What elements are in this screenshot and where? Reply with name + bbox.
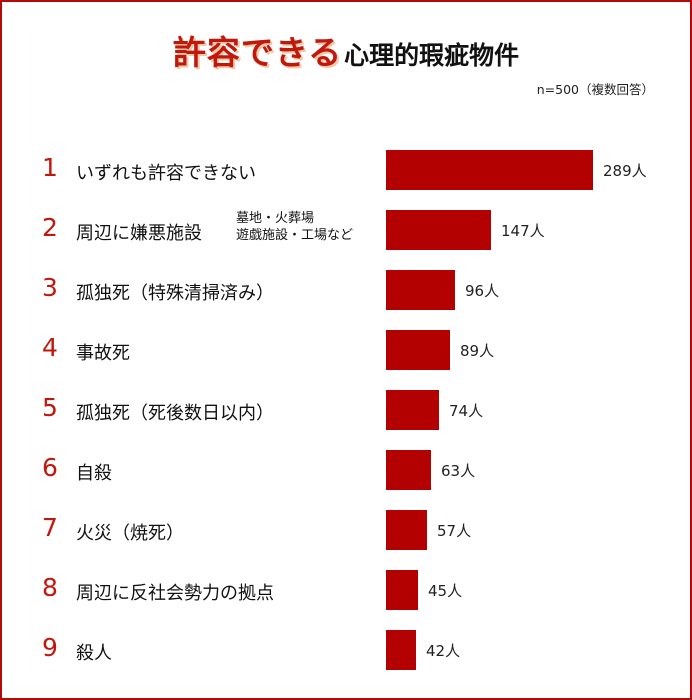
bar-row: 9 殺人 42人 (2, 630, 690, 670)
category-label: 火災（焼死） (76, 523, 184, 544)
bar-row: 2 周辺に嫌悪施設 墓地・火葬場遊戯施設・工場など 147人 (2, 210, 690, 250)
bar-row: 3 孤独死（特殊清掃済み） 96人 (2, 270, 690, 310)
bar-row: 5 孤独死（死後数日以内） 74人 (2, 390, 690, 430)
rank-number: 3 (42, 273, 58, 302)
value-label: 42人 (426, 642, 461, 660)
category-label: 周辺に嫌悪施設 (76, 223, 202, 244)
rank-number: 7 (42, 513, 58, 542)
value-label: 45人 (428, 582, 463, 600)
category-label: 孤独死（特殊清掃済み） (76, 283, 274, 304)
bar-row: 6 自殺 63人 (2, 450, 690, 490)
bar (386, 630, 416, 670)
value-label: 57人 (437, 522, 472, 540)
category-sublabel: 墓地・火葬場遊戯施設・工場など (236, 210, 353, 244)
bar (386, 450, 431, 490)
value-label: 89人 (460, 342, 495, 360)
rank-number: 1 (42, 153, 58, 182)
category-label: 孤独死（死後数日以内） (76, 403, 274, 424)
rank-number: 9 (42, 633, 58, 662)
value-label: 147人 (501, 222, 545, 240)
bar (386, 570, 418, 610)
bar (386, 390, 439, 430)
rank-number: 2 (42, 213, 58, 242)
rank-number: 4 (42, 333, 58, 362)
category-label: いずれも許容できない (76, 163, 256, 184)
title-highlight: 許容できる (172, 33, 343, 72)
bar-row: 1 いずれも許容できない 289人 (2, 150, 690, 190)
category-label: 自殺 (76, 463, 112, 484)
value-label: 96人 (465, 282, 500, 300)
bar (386, 210, 491, 250)
category-label: 殺人 (76, 643, 112, 664)
value-label: 74人 (449, 402, 484, 420)
value-label: 289人 (603, 162, 647, 180)
bar (386, 330, 450, 370)
chart-title: 許容できる心理的瑕疵物件 (2, 26, 690, 74)
rank-number: 8 (42, 573, 58, 602)
sublabel-line: 墓地・火葬場 (236, 211, 315, 226)
bar-row: 8 周辺に反社会勢力の拠点 45人 (2, 570, 690, 610)
title-rest: 心理的瑕疵物件 (344, 41, 520, 70)
rank-number: 5 (42, 393, 58, 422)
bar (386, 150, 593, 190)
category-label: 周辺に反社会勢力の拠点 (76, 583, 274, 604)
sample-size-note: n=500（複数回答） (536, 82, 654, 97)
bar (386, 510, 427, 550)
sublabel-line: 遊戯施設・工場など (236, 228, 354, 243)
rank-number: 6 (42, 453, 58, 482)
bar-row: 7 火災（焼死） 57人 (2, 510, 690, 550)
category-label: 事故死 (76, 343, 130, 364)
value-label: 63人 (441, 462, 476, 480)
bar-row: 4 事故死 89人 (2, 330, 690, 370)
bar (386, 270, 455, 310)
